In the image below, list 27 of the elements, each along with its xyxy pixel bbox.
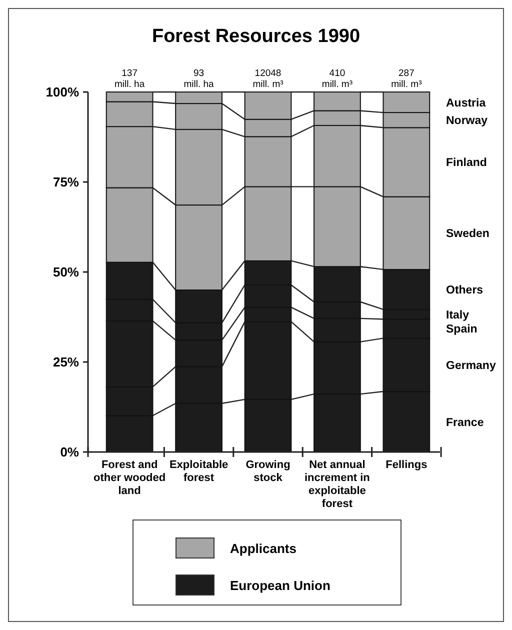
series-label: Norway bbox=[446, 115, 488, 128]
series-label: Sweden bbox=[446, 228, 490, 240]
series-label: Spain bbox=[446, 324, 478, 336]
annotation: 410 mill. m³ bbox=[322, 68, 353, 90]
y-tick-label: 100% bbox=[46, 84, 80, 100]
text: European Union bbox=[230, 578, 330, 593]
y-tick-label: 0% bbox=[60, 444, 80, 460]
x-tick-label: Growing stock bbox=[246, 459, 290, 484]
series-label: Others bbox=[446, 284, 484, 296]
y-tick-label: 50% bbox=[52, 264, 80, 280]
annotation: 12048 mill. m³ bbox=[252, 68, 284, 90]
series-label: Germany bbox=[446, 360, 496, 372]
annotation: 137 mill. ha bbox=[114, 68, 146, 90]
series-label: Italy bbox=[446, 309, 470, 322]
x-tick-label: Net annual increment in exploitable forest bbox=[304, 459, 370, 510]
series-label: Finland bbox=[446, 157, 487, 170]
x-tick-label: Fellings bbox=[386, 459, 428, 471]
series-label: France bbox=[446, 416, 484, 429]
y-tick-label: 25% bbox=[52, 354, 80, 370]
annotation: 287 mill. m³ bbox=[391, 68, 422, 90]
x-tick-label: Forest and other wooded land bbox=[94, 459, 166, 497]
y-tick-label: 75% bbox=[52, 174, 80, 190]
x-tick-label: Exploitable forest bbox=[169, 459, 228, 484]
annotation: 93 mill. ha bbox=[184, 68, 215, 90]
text: Applicants bbox=[230, 541, 296, 556]
series-label: Austria bbox=[446, 97, 486, 110]
chart-title: Forest Resources 1990 bbox=[152, 26, 360, 47]
